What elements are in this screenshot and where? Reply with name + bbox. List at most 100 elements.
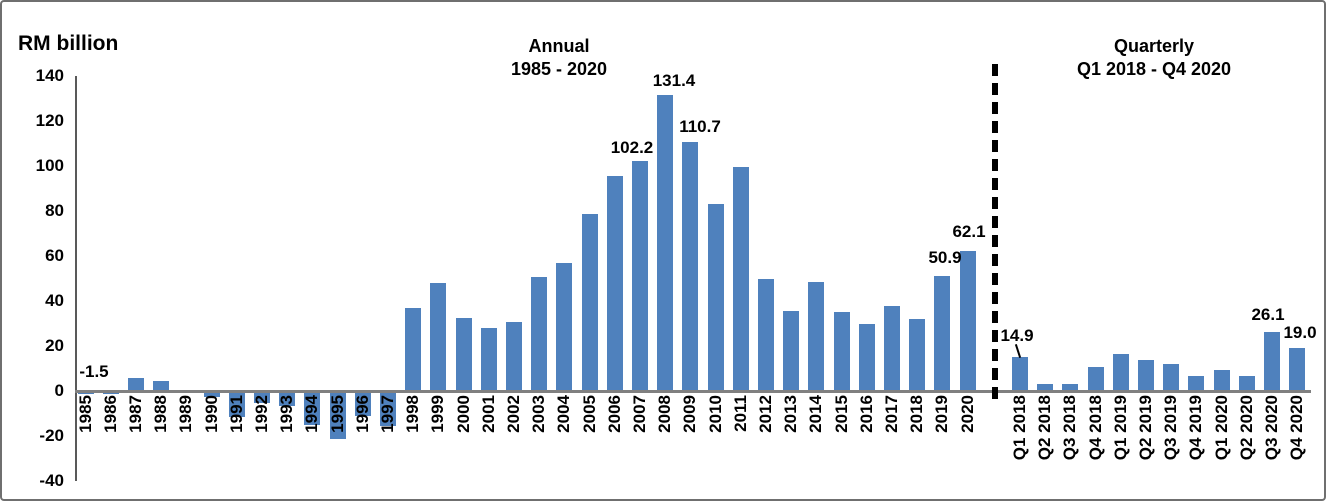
- x-label-2016: 2016: [856, 395, 876, 433]
- x-label-Q4 2018: Q4 2018: [1085, 395, 1105, 461]
- data-label-2009: 110.7: [679, 117, 721, 136]
- bar-quarterly-Q3 2019: [1163, 364, 1180, 391]
- bar-annual-1996: [354, 391, 371, 416]
- bar-annual-2019: [934, 276, 951, 391]
- annual-subtitle-line: 1985 - 2020: [510, 59, 608, 79]
- x-label-1994: 1994: [302, 395, 322, 433]
- x-label-2014: 2014: [806, 395, 826, 433]
- bar-quarterly-Q4 2019: [1188, 375, 1205, 391]
- x-label-Q1 2019: Q1 2019: [1110, 395, 1130, 461]
- quarterly-subtitle-line: Q1 2018 - Q4 2020: [1076, 59, 1232, 79]
- x-label-Q1 2020: Q1 2020: [1211, 395, 1231, 461]
- x-label-Q4 2019: Q4 2019: [1186, 395, 1206, 461]
- annual-section-title: Annual 1985 - 2020: [409, 35, 709, 81]
- x-label-1993: 1993: [277, 395, 297, 433]
- x-label-1989: 1989: [176, 395, 196, 433]
- bar-quarterly-Q4 2018: [1087, 367, 1104, 391]
- x-label-2004: 2004: [554, 395, 574, 433]
- x-label-Q2 2019: Q2 2019: [1136, 395, 1155, 461]
- data-label-2019: 50.9: [928, 248, 962, 267]
- x-label-1986: 1986: [100, 395, 120, 433]
- bar-quarterly-Q2 2018: [1037, 384, 1054, 391]
- bar-quarterly-Q1 2019: [1112, 354, 1129, 391]
- x-axis-zero-line: [75, 390, 1311, 393]
- x-label-Q3 2020: Q3 2020: [1262, 395, 1281, 461]
- x-label-2002: 2002: [503, 395, 523, 433]
- bar-annual-2004: [556, 262, 573, 391]
- section-divider-dashed-line: [992, 64, 998, 402]
- bar-annual-2010: [707, 204, 724, 391]
- y-tick-20: 20: [45, 336, 64, 355]
- bar-quarterly-Q1 2020: [1213, 370, 1230, 391]
- y-tick-120: 120: [35, 111, 64, 130]
- x-label-Q1 2018: Q1 2018: [1010, 395, 1029, 461]
- bar-annual-1998: [405, 307, 422, 391]
- x-label-2020: 2020: [957, 395, 977, 433]
- x-label-2017: 2017: [881, 395, 901, 433]
- bar-quarterly-Q3 2020: [1264, 332, 1280, 391]
- bar-annual-2017: [883, 305, 900, 391]
- x-label-2013: 2013: [781, 395, 801, 433]
- y-tick-40: 40: [45, 291, 64, 310]
- bar-annual-2018: [909, 319, 926, 391]
- x-label-1985: 1985: [75, 395, 95, 433]
- annual-title-line: Annual: [528, 36, 590, 56]
- data-label-2008: 131.4: [652, 71, 696, 90]
- bar-annual-1999: [430, 283, 447, 391]
- bar-quarterly-Q4 2020: [1289, 348, 1306, 391]
- bar-annual-2012: [757, 278, 774, 391]
- y-tick--40: -40: [39, 471, 64, 490]
- y-axis-unit-label: RM billion: [18, 32, 119, 55]
- bar-quarterly-Q1 2018: [1012, 357, 1028, 391]
- y-axis-line: [75, 76, 77, 481]
- x-label-2006: 2006: [604, 395, 624, 433]
- bar-annual-1990: [203, 391, 220, 397]
- bar-annual-2003: [531, 277, 548, 391]
- bar-quarterly-Q2 2020: [1238, 375, 1255, 391]
- x-label-2012: 2012: [755, 395, 775, 433]
- x-label-2015: 2015: [831, 395, 851, 433]
- y-tick-80: 80: [45, 201, 64, 220]
- x-label-1990: 1990: [201, 395, 221, 433]
- y-tick-60: 60: [45, 246, 64, 265]
- x-label-1997: 1997: [377, 395, 397, 433]
- data-label-Q4 2020: 19.0: [1283, 323, 1317, 342]
- x-label-2008: 2008: [655, 395, 675, 433]
- x-label-2003: 2003: [529, 395, 549, 433]
- x-label-1998: 1998: [403, 395, 423, 433]
- x-label-2007: 2007: [629, 395, 649, 433]
- x-label-2005: 2005: [579, 395, 599, 433]
- y-tick--20: -20: [39, 426, 64, 445]
- bar-annual-2001: [480, 328, 497, 391]
- x-label-1988: 1988: [151, 395, 171, 433]
- x-label-1995: 1995: [327, 395, 347, 433]
- y-tick-100: 100: [35, 156, 64, 175]
- y-tick-140: 140: [35, 66, 64, 85]
- bar-annual-2006: [606, 176, 623, 391]
- bar-annual-1993: [279, 391, 296, 406]
- bar-annual-2013: [783, 311, 800, 391]
- x-label-1992: 1992: [251, 395, 271, 433]
- x-label-1991: 1991: [226, 395, 246, 433]
- bar-annual-1988: [153, 380, 170, 391]
- data-label-1985: -1.5: [79, 362, 109, 381]
- x-label-2010: 2010: [705, 395, 725, 433]
- x-label-1996: 1996: [352, 395, 372, 433]
- bar-annual-1992: [253, 391, 270, 404]
- data-label-Q1 2018: 14.9: [1000, 326, 1034, 345]
- bar-quarterly-Q3 2018: [1062, 384, 1079, 391]
- bar-annual-2007: [631, 161, 648, 391]
- bar-annual-1987: [127, 377, 144, 391]
- bar-annual-1994: [304, 391, 321, 425]
- bar-annual-1997: [379, 391, 396, 426]
- quarterly-section-title: Quarterly Q1 2018 - Q4 2020: [1004, 35, 1304, 81]
- x-label-1999: 1999: [428, 395, 448, 433]
- x-label-2001: 2001: [478, 395, 498, 433]
- x-label-2019: 2019: [932, 395, 952, 433]
- x-label-2011: 2011: [730, 395, 750, 432]
- data-label-2020: 62.1: [952, 222, 986, 241]
- data-label-leader-line: [1014, 344, 1022, 358]
- x-label-Q3 2018: Q3 2018: [1060, 395, 1080, 461]
- data-label-2007: 102.2: [610, 138, 654, 157]
